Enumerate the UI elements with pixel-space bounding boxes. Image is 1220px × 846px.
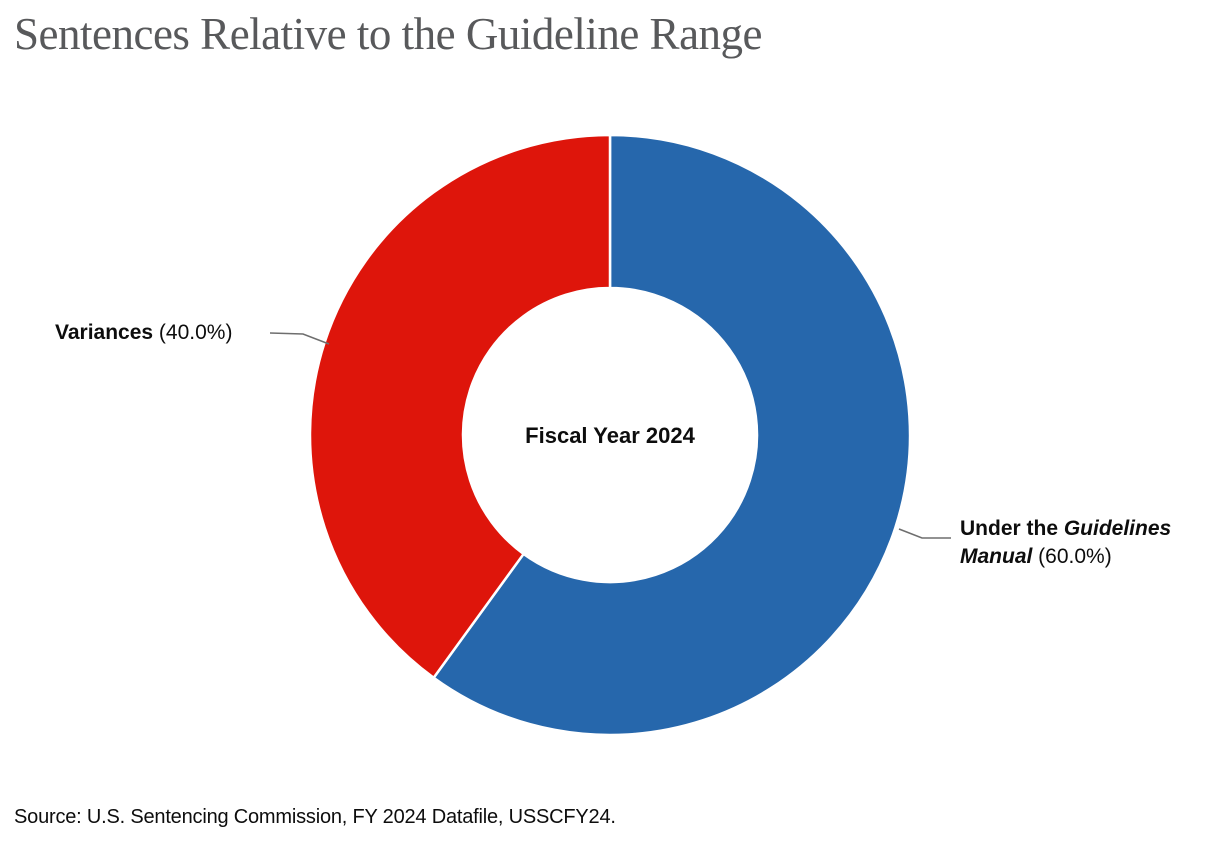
variances-label-name: Variances (55, 321, 154, 344)
donut-slices (308, 133, 912, 737)
variances-label-pct: (40.0%) (153, 321, 233, 344)
source-note: Source: U.S. Sentencing Commission, FY 2… (14, 806, 616, 828)
variances-label-connector (269, 332, 330, 345)
donut-slice-variances (308, 133, 612, 679)
under-guidelines-label-pct: (60.0%) (1032, 544, 1112, 568)
variances-callout-label: Variances (40.0%) (55, 321, 232, 345)
under-guidelines-callout-label: Under the Guidelines Manual (60.0%) (960, 515, 1210, 571)
under-guidelines-label-connector (898, 528, 951, 539)
under-guidelines-label-italic: Guidelines Manual (960, 517, 1172, 568)
donut-center-label: Fiscal Year 2024 (525, 423, 695, 448)
under-guidelines-label-prefix: Under the (960, 517, 1064, 540)
chart-title: Sentences Relative to the Guideline Rang… (14, 9, 763, 59)
donut-slice-under-the-guidelines-manual (432, 133, 912, 737)
